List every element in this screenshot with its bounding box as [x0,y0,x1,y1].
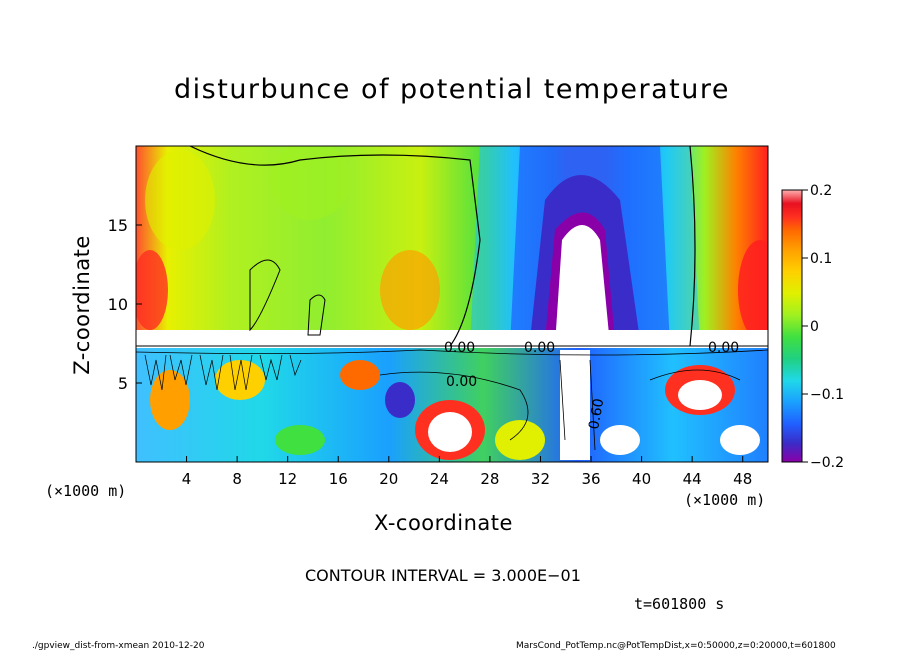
x-axis: 4 8 12 16 20 24 28 32 36 40 44 48 [182,456,752,488]
colorbar-tick-label: 0.2 [810,183,832,199]
x-tick-label: 32 [531,470,550,488]
x-tick-label: 20 [379,470,398,488]
x-tick-label: 36 [581,470,600,488]
y-axis: 5 10 15 [108,216,142,393]
footer-right: MarsCond_PotTemp.nc@PotTempDist,x=0:5000… [516,641,836,651]
y-tick-label: 15 [108,216,128,235]
time-text: t=601800 s [634,595,725,613]
x-tick-label: 8 [232,470,242,488]
colorbar-tick-label: 0 [810,319,819,335]
colorbar-tick-label: 0.1 [810,251,832,267]
x-tick-label: 12 [278,470,297,488]
x-tick-label: 4 [182,470,192,488]
contour-label: 0.00 [708,340,739,356]
x-unit-label-left: (×1000 m) [45,482,127,500]
colorbar [781,189,803,463]
y-tick-label: 5 [118,374,128,393]
x-tick-label: 40 [632,470,651,488]
footer-left: ./gpview_dist-from-xmean 2010-12-20 [32,641,205,651]
contour-interval-text: CONTOUR INTERVAL = 3.000E−01 [305,566,581,585]
colorbar-ticks: 0.2 0.1 0 −0.1 −0.2 [802,183,844,471]
x-tick-label: 48 [733,470,752,488]
contour-label: 0.00 [446,374,477,390]
colorbar-tick-label: −0.1 [810,387,844,403]
colorbar-tick-label: −0.2 [810,455,844,471]
x-axis-label: X-coordinate [374,511,513,535]
x-tick-label: 24 [430,470,449,488]
x-unit-label-right: (×1000 m) [684,491,766,509]
y-tick-label: 10 [108,295,128,314]
contour-label: 0.60 [586,397,607,430]
x-tick-label: 44 [683,470,702,488]
chart-title: disturbunce of potential temperature [174,74,730,105]
contour-label: 0.00 [524,340,555,356]
contour-label: 0.00 [444,340,475,356]
x-tick-label: 28 [480,470,499,488]
x-tick-label: 16 [329,470,348,488]
heatmap-field [136,146,768,462]
y-axis-label: Z-coordinate [70,235,94,375]
